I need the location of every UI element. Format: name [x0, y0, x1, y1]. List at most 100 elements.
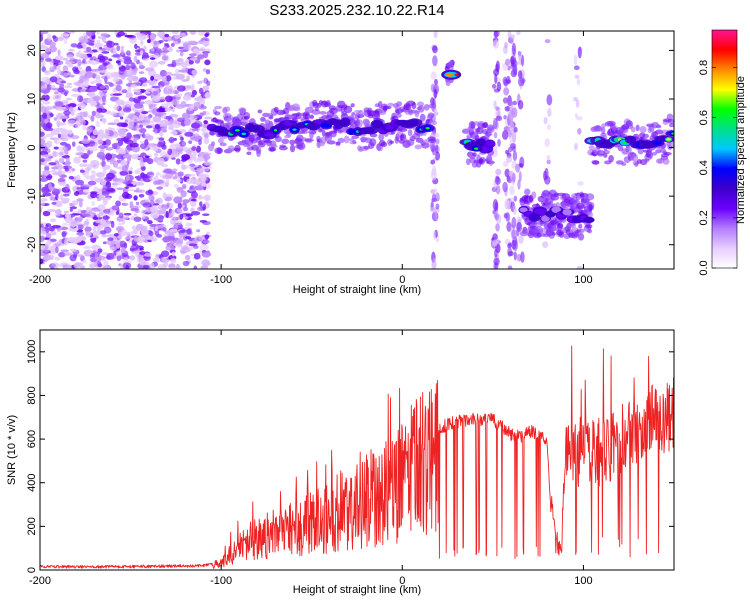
- noise-speckle: [153, 257, 160, 263]
- noise-speckle: [93, 214, 97, 220]
- noise-speckle: [100, 196, 106, 201]
- noise-speckle: [161, 103, 169, 109]
- noise-speckle: [86, 31, 96, 37]
- echo-halo: [651, 152, 658, 156]
- noise-speckle: [49, 76, 58, 83]
- noise-speckle: [192, 178, 201, 185]
- echo-halo: [662, 158, 670, 165]
- leakage-streak: [517, 100, 524, 110]
- echo-core: [445, 72, 454, 77]
- noise-speckle: [51, 224, 61, 229]
- noise-speckle: [51, 166, 59, 170]
- echo-halo: [269, 147, 277, 152]
- y-tick-label: 1000: [26, 340, 38, 364]
- noise-speckle: [44, 165, 50, 172]
- noise-speckle: [171, 151, 180, 158]
- snr-x-ticks: -200 -100 0 100: [29, 330, 593, 587]
- noise-speckle: [104, 139, 111, 146]
- noise-speckle: [124, 34, 134, 38]
- noise-speckle: [60, 249, 70, 253]
- noise-speckle: [71, 141, 76, 147]
- noise-speckle: [199, 244, 209, 251]
- noise-speckle: [88, 146, 98, 152]
- leakage-streak: [512, 205, 517, 215]
- leakage-streak: [520, 251, 525, 263]
- noise-speckle: [80, 120, 86, 125]
- leakage-streak: [495, 115, 503, 122]
- noise-speckle: [65, 183, 70, 191]
- echo-halo: [634, 162, 639, 167]
- noise-speckle: [196, 229, 201, 233]
- noise-speckle: [54, 101, 64, 108]
- noise-speckle: [55, 106, 65, 111]
- noise-speckle: [123, 56, 132, 61]
- noise-speckle: [99, 147, 105, 154]
- noise-speckle: [191, 89, 198, 96]
- noise-speckle: [203, 77, 207, 84]
- noise-speckle: [94, 178, 104, 183]
- x-tick-label: -100: [210, 575, 232, 587]
- noise-speckle: [152, 146, 159, 152]
- noise-speckle: [80, 78, 90, 83]
- echo-halo: [296, 134, 304, 143]
- noise-speckle: [112, 93, 122, 96]
- echo-core: [531, 214, 538, 220]
- noise-speckle: [113, 233, 119, 237]
- noise-speckle: [119, 165, 123, 171]
- noise-speckle: [68, 49, 75, 52]
- noise-speckle: [71, 88, 80, 92]
- noise-speckle: [96, 197, 102, 202]
- noise-speckle: [123, 107, 132, 113]
- noise-speckle: [77, 95, 83, 103]
- noise-speckle: [177, 171, 184, 177]
- noise-speckle: [136, 175, 142, 181]
- noise-speckle: [79, 265, 86, 269]
- noise-speckle: [191, 69, 198, 76]
- noise-speckle: [76, 198, 84, 202]
- noise-speckle: [64, 160, 71, 166]
- noise-speckle: [140, 35, 149, 40]
- noise-speckle: [193, 245, 199, 249]
- noise-speckle: [156, 161, 165, 166]
- noise-speckle: [42, 170, 51, 176]
- snr-series-line: [40, 345, 674, 569]
- noise-speckle: [138, 128, 147, 134]
- leakage-streak: [507, 265, 513, 269]
- echo-core: [292, 128, 297, 131]
- noise-speckle: [45, 223, 52, 228]
- echo-core: [653, 140, 663, 145]
- noise-speckle: [185, 236, 192, 240]
- leakage-streak: [510, 143, 517, 149]
- noise-speckle: [46, 33, 52, 41]
- noise-speckle: [147, 110, 157, 113]
- noise-speckle: [104, 75, 108, 83]
- noise-speckle: [82, 56, 89, 60]
- noise-speckle: [64, 238, 69, 246]
- noise-speckle: [97, 66, 104, 71]
- noise-speckle: [200, 128, 207, 132]
- echo-halo: [214, 111, 221, 116]
- noise-speckle: [138, 71, 145, 74]
- echo-halo: [588, 203, 593, 212]
- echo-halo: [321, 130, 326, 137]
- noise-speckle: [57, 178, 66, 183]
- noise-speckle: [163, 168, 173, 174]
- echo-halo: [289, 139, 296, 145]
- noise-speckle: [41, 186, 50, 194]
- noise-speckle: [183, 206, 189, 212]
- noise-speckle: [111, 205, 120, 211]
- noise-speckle: [81, 42, 87, 48]
- noise-speckle: [200, 176, 208, 182]
- noise-speckle: [154, 127, 158, 135]
- leakage-streak: [505, 149, 510, 155]
- noise-speckle: [189, 163, 196, 167]
- noise-speckle: [49, 238, 57, 242]
- noise-speckle: [156, 142, 165, 148]
- echo-halo: [551, 232, 556, 236]
- leakage-streak: [512, 48, 516, 57]
- chart-title: S233.2025.232.10.22.R14: [269, 2, 444, 19]
- noise-speckle: [82, 245, 92, 249]
- echo-core: [474, 147, 480, 150]
- echo-halo: [301, 130, 309, 134]
- echo-halo: [666, 141, 674, 149]
